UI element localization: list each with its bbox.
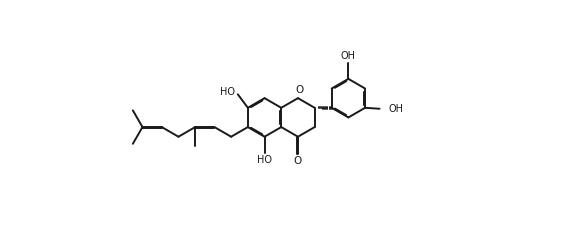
- Text: HO: HO: [257, 155, 272, 165]
- Text: OH: OH: [389, 104, 404, 114]
- Text: HO: HO: [220, 87, 235, 97]
- Text: O: O: [295, 85, 304, 95]
- Text: OH: OH: [341, 51, 356, 61]
- Text: O: O: [294, 156, 302, 166]
